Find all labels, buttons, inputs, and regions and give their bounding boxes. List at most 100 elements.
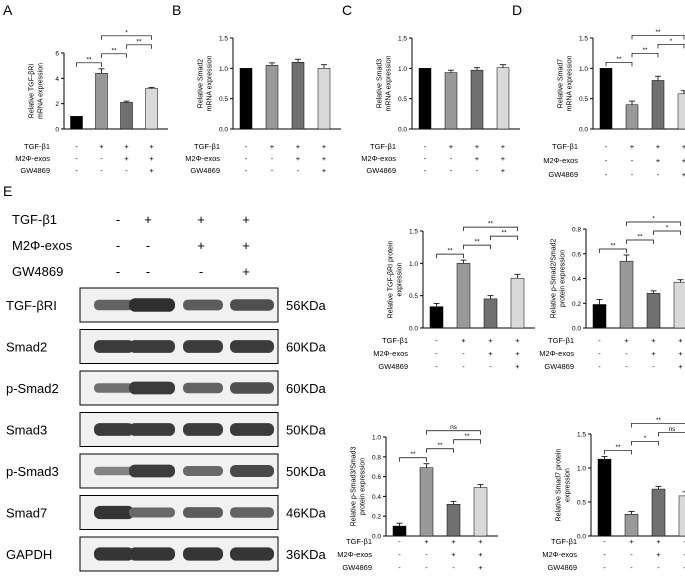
y-tick-label: 0.0 [572, 326, 581, 333]
treatment-symbol: - [603, 563, 606, 572]
blot-band [94, 466, 134, 476]
treatment-symbol: - [657, 563, 660, 572]
treatment-symbol: + [296, 142, 301, 151]
y-axis-label: mRNA expression [38, 63, 45, 119]
significance-bracket [399, 457, 427, 462]
significance-bracket [657, 43, 685, 49]
panel-letter-e: E [3, 183, 12, 199]
y-tick-label: 1.5 [398, 36, 407, 43]
treatment-symbol: - [598, 336, 601, 345]
treatment-row-label: M2Φ-exos [361, 154, 396, 163]
y-tick-label: 1.0 [219, 66, 228, 73]
blot-header-symbol: - [116, 264, 120, 279]
significance-label: ** [437, 442, 443, 449]
bar [70, 116, 83, 130]
panel-letter-a: A [3, 2, 13, 18]
treatment-row-label: M2Φ-exos [539, 349, 574, 358]
y-tick-label: 6 [55, 51, 59, 58]
treatment-symbol: - [297, 166, 300, 175]
treatment-symbol: + [651, 349, 656, 358]
y-axis-label: protein expression [560, 250, 567, 307]
treatment-symbol: - [398, 563, 401, 572]
significance-bracket [426, 430, 481, 435]
treatment-symbol: + [682, 170, 685, 179]
y-tick-label: 0.2 [572, 301, 581, 308]
treatment-symbol: + [624, 336, 629, 345]
treatment-row-label: M2Φ-exos [337, 550, 372, 559]
significance-label: * [644, 435, 647, 442]
significance-label: ** [610, 242, 616, 249]
y-tick-label: 1.0 [409, 261, 418, 268]
treatment-row-label: TGF-β1 [24, 142, 50, 151]
treatment-row-label: GW4869 [378, 362, 408, 371]
bar [291, 62, 305, 130]
blot-header-label: TGF-β1 [12, 212, 57, 227]
bar [95, 73, 108, 130]
blot-band [183, 382, 223, 394]
y-tick-label: 0.0 [219, 127, 228, 134]
significance-bracket [599, 248, 627, 253]
y-axis-label: Relative TGF-βRI [29, 64, 36, 119]
treatment-symbol: + [683, 550, 685, 559]
blot-band [129, 507, 175, 518]
blot-kda-label: 60KDa [286, 340, 327, 355]
y-axis-label: mRNA expression [386, 55, 393, 111]
y-tick-label: 1.5 [579, 36, 588, 43]
treatment-row-label: M2Φ-exos [185, 154, 220, 163]
significance-label: ** [86, 56, 92, 63]
treatment-symbol: + [475, 142, 480, 151]
bar [456, 263, 471, 329]
significance-bracket [653, 230, 681, 235]
panel-letters: A B C D E [3, 2, 522, 199]
treatment-symbol: + [656, 156, 661, 165]
treatment-symbol: - [598, 362, 601, 371]
bar [446, 504, 461, 537]
chart-e3: 0.0 0.2 0.4 0.6 0.8 1.0 Relative p-Smad3/Smad3… [337, 424, 498, 572]
bar [646, 293, 661, 329]
treatment-symbol: + [478, 563, 483, 572]
treatment-row-label: M2Φ-exos [373, 349, 408, 358]
y-tick-label: 1.5 [409, 229, 418, 236]
y-axis-label: Relative Smad7 [558, 59, 565, 109]
blot-band [230, 423, 274, 436]
panel-letter-d: D [512, 2, 522, 18]
treatment-symbol: + [451, 537, 456, 546]
blot-band [94, 299, 134, 311]
significance-label: * [666, 224, 669, 231]
y-tick-label: 0.0 [577, 534, 586, 541]
treatment-symbol: - [75, 166, 78, 175]
y-tick-label: 0.4 [572, 276, 581, 283]
bar [120, 102, 133, 130]
y-tick-label: 0.5 [577, 500, 586, 507]
treatment-symbol: + [501, 154, 506, 163]
bar [619, 260, 634, 329]
blot-kda-label: 56KDa [286, 298, 327, 313]
significance-label: * [125, 29, 128, 36]
bar [317, 68, 331, 130]
chart-b: 0.0 0.5 1.0 1.5 Relative Smad2 mRNA expressio… [185, 36, 341, 175]
bar [624, 513, 639, 537]
treatment-symbol: - [271, 154, 274, 163]
blot-band [230, 299, 274, 311]
blot-header-symbol: + [144, 212, 152, 227]
treatment-symbol: + [515, 349, 520, 358]
significance-label: ** [136, 38, 142, 45]
y-tick-label: 0.0 [409, 326, 418, 333]
y-axis-label: Relative Smad3 [377, 59, 384, 109]
treatment-row-label: GW4869 [20, 166, 50, 175]
blot-band [94, 547, 134, 561]
y-tick-label: 1.0 [398, 66, 407, 73]
treatment-symbol: - [631, 170, 634, 179]
treatment-symbol: - [450, 166, 453, 175]
significance-bracket [436, 253, 464, 259]
blot-header-symbol: - [116, 238, 120, 253]
treatment-row-label: M2Φ-exos [543, 156, 578, 165]
bar [239, 68, 253, 130]
significance-bracket [631, 441, 659, 446]
significance-bracket [76, 62, 102, 67]
blot-band [94, 340, 134, 353]
blot-kda-label: 46KDa [286, 506, 327, 521]
treatment-symbol: - [630, 563, 633, 572]
treatment-symbol: + [488, 336, 493, 345]
